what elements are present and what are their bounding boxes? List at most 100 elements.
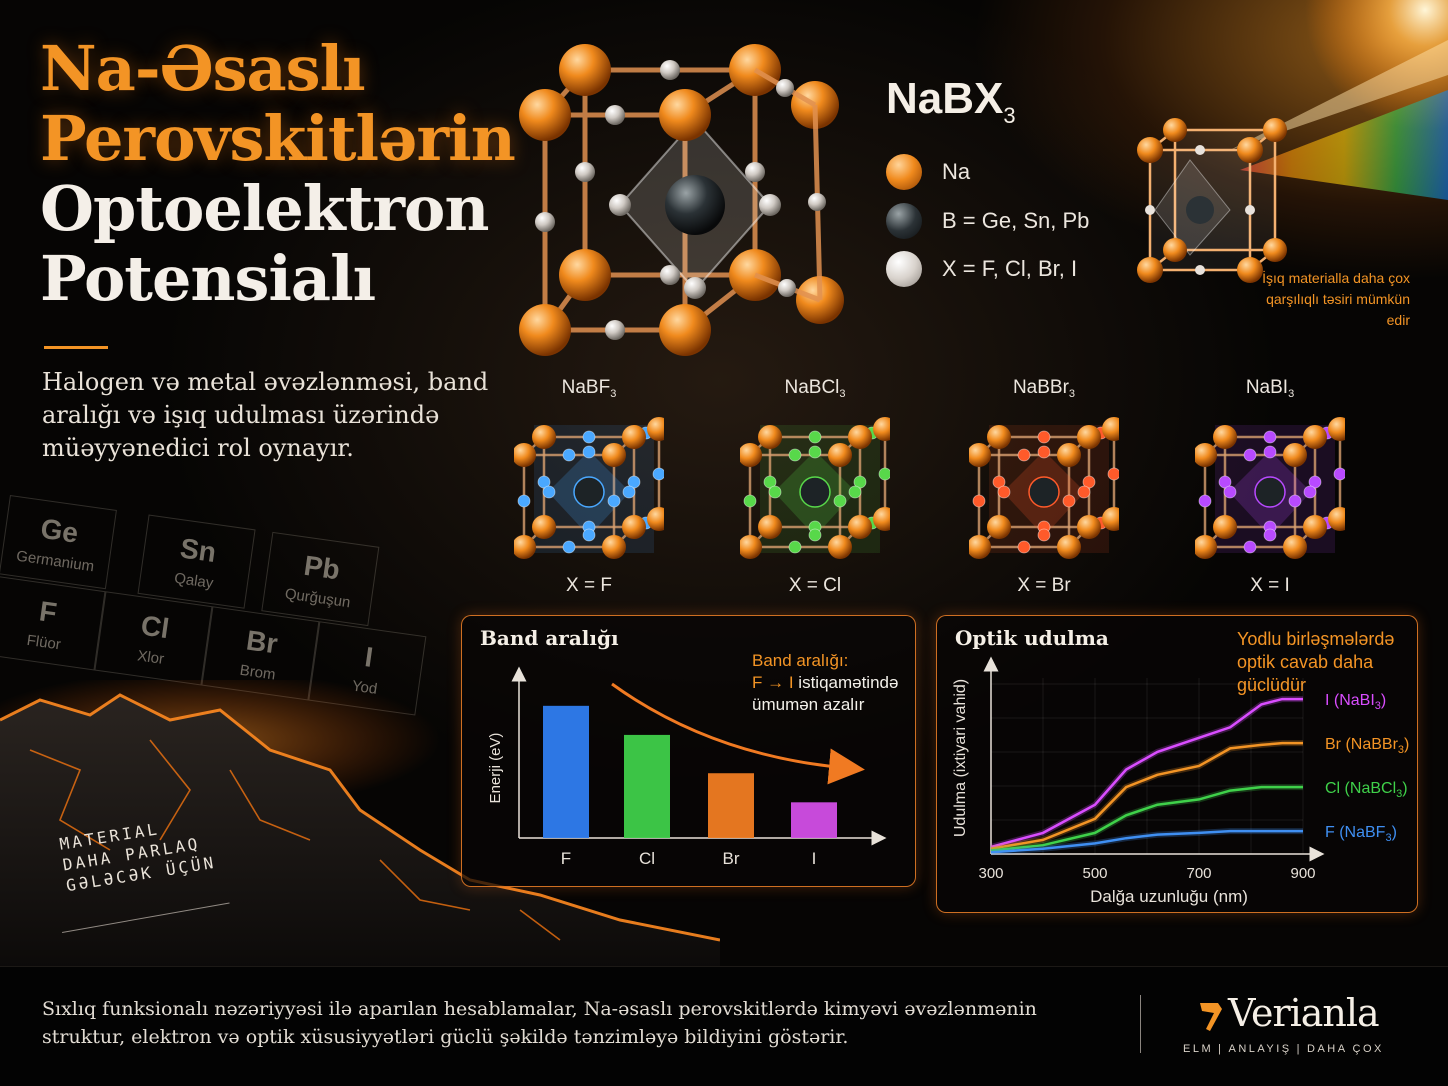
halide-atom <box>788 448 802 462</box>
series-label: Br (NaBBr3) <box>1325 736 1409 756</box>
x-axis-label: Dalğa uzunluğu (nm) <box>1090 887 1248 906</box>
na-atom <box>1283 535 1307 559</box>
na-atom <box>1213 515 1237 539</box>
na-atom <box>1328 507 1345 531</box>
series-label: I (NaBI3) <box>1325 692 1386 712</box>
element-cell-pb: Pb Qurğuşun <box>261 531 380 627</box>
band-note-arrow: F → I <box>752 673 794 692</box>
tick-label: 500 <box>1082 865 1107 882</box>
b-site-atom <box>573 476 605 508</box>
title-line-4: Potensialı <box>40 242 376 315</box>
halide-atom <box>808 430 822 444</box>
legend-item-x: X = F, Cl, Br, I <box>886 249 1077 289</box>
halide-atom <box>1333 467 1345 481</box>
halide-atom <box>517 494 531 508</box>
variant-lattice-br <box>969 417 1119 559</box>
halide-atom <box>1017 448 1031 462</box>
band-note-direction: istiqamətində <box>793 673 899 692</box>
na-atom <box>828 443 852 467</box>
formula-base: NaBX <box>886 74 1004 123</box>
na-atom <box>848 425 872 449</box>
variant-nabi3: NaBI3 X = I <box>1175 375 1365 605</box>
na-atom <box>532 425 556 449</box>
halide-atom <box>768 485 782 499</box>
na-atom <box>1328 417 1345 441</box>
variant-formula-subscript: 3 <box>610 388 617 400</box>
b-site-atom <box>1028 476 1060 508</box>
series-line <box>990 741 1303 850</box>
na-atom <box>514 535 536 559</box>
y-axis-label: Udulma (ixtiyari vahid) <box>952 679 969 837</box>
variant-formula-base: NaBCl <box>784 377 840 398</box>
na-atom <box>1102 507 1119 531</box>
na-atom <box>1102 417 1119 441</box>
halide-atom <box>542 485 556 499</box>
na-atom <box>1077 515 1101 539</box>
halide-atom <box>652 467 664 481</box>
halide-atom <box>622 485 636 499</box>
halide-atom <box>1198 494 1212 508</box>
footer: Sıxlıq funksionalı nəzəriyyəsi ilə aparı… <box>0 966 1448 1086</box>
optical-absorption-chart: Udulma (ixtiyari vahid) Dalğa uzunluğu (n… <box>952 656 1409 906</box>
variant-lattice-i <box>1195 417 1345 559</box>
legend-label: B = Ge, Sn, Pb <box>942 208 1090 233</box>
halide-atom <box>1308 475 1322 489</box>
na-atom <box>1283 443 1307 467</box>
na-atom <box>647 417 664 441</box>
formula-subscript: 3 <box>1003 103 1016 128</box>
legend-item-b: B = Ge, Sn, Pb <box>886 201 1089 241</box>
na-atom <box>740 443 762 467</box>
na-atom <box>647 507 664 531</box>
variant-lattice-cl <box>740 417 890 559</box>
title-line-3: Optoelektron <box>40 172 490 245</box>
series-line <box>990 785 1303 852</box>
halide-atom <box>848 485 862 499</box>
halide-atom <box>607 494 621 508</box>
halide-atom <box>878 467 890 481</box>
variant-formula: NaBI3 <box>1175 377 1365 400</box>
variant-nabcl3: NaBCl3 X = Cl <box>720 375 910 605</box>
na-atom <box>622 515 646 539</box>
halide-atom <box>1243 448 1257 462</box>
na-atom <box>969 535 991 559</box>
variant-lattice-f <box>514 417 664 559</box>
na-atom <box>602 535 626 559</box>
band-note-line-2: F → I istiqamətində <box>752 672 912 694</box>
na-atom <box>740 535 762 559</box>
halide-atom <box>1107 467 1119 481</box>
variant-formula: NaBF3 <box>494 377 684 400</box>
na-atom <box>602 443 626 467</box>
variant-formula-subscript: 3 <box>1288 388 1295 400</box>
na-atom <box>532 515 556 539</box>
legend-label: X = F, Cl, Br, I <box>942 256 1078 281</box>
halide-atom <box>1082 475 1096 489</box>
variant-formula: NaBCl3 <box>720 377 910 400</box>
na-atom <box>987 515 1011 539</box>
na-atom <box>1077 425 1101 449</box>
halide-atom <box>627 475 641 489</box>
na-atom <box>1303 425 1327 449</box>
band-note-line-3: ümumən azalır <box>752 695 865 714</box>
y-axis-label: Enerji (eV) <box>487 733 504 804</box>
variant-formula-base: NaBBr <box>1012 377 1069 398</box>
tick-label: 700 <box>1186 865 1211 882</box>
optical-absorption-title: Optik udulma <box>955 626 1109 650</box>
halide-atom <box>1037 528 1051 542</box>
halide-atom <box>808 528 822 542</box>
na-atom <box>969 443 991 467</box>
na-atom <box>848 515 872 539</box>
element-symbol: F <box>37 595 59 629</box>
halide-atom <box>743 494 757 508</box>
tagline-word: ELM <box>1183 1043 1214 1055</box>
halide-atom <box>1077 485 1091 499</box>
na-atom-icon <box>886 154 922 190</box>
series-line <box>990 697 1303 849</box>
tick-label: Cl <box>639 849 655 868</box>
halide-atom <box>1263 445 1277 459</box>
halide-atom <box>1243 540 1257 554</box>
halide-atom <box>1062 494 1076 508</box>
na-atom <box>622 425 646 449</box>
legend-label: Na <box>942 159 971 184</box>
trend-arrow <box>611 682 865 785</box>
halide-atom <box>562 540 576 554</box>
